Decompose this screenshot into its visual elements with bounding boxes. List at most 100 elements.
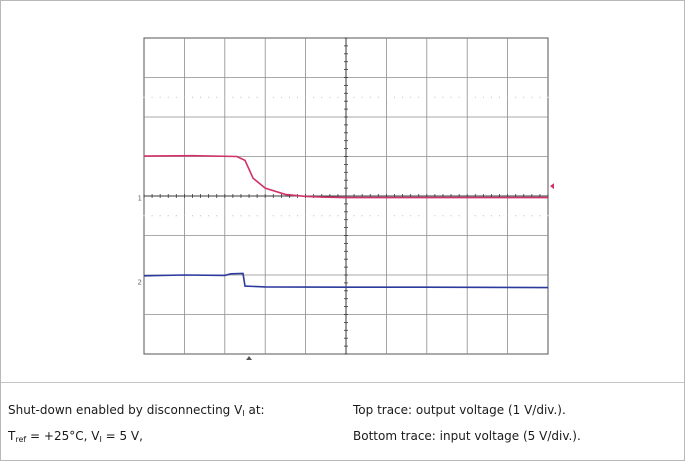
- grid-dot: [434, 96, 436, 98]
- grid-dot: [531, 215, 533, 217]
- grid-dot: [353, 96, 355, 98]
- grid-dot: [264, 96, 266, 98]
- grid-dot: [377, 215, 379, 217]
- grid-dot: [216, 96, 218, 98]
- grid-dot: [337, 96, 339, 98]
- grid-dot: [393, 96, 395, 98]
- grid-dot: [410, 215, 412, 217]
- grid-dot: [329, 215, 331, 217]
- grid-dot: [280, 215, 282, 217]
- grid-dot: [191, 215, 193, 217]
- grid-dot: [474, 215, 476, 217]
- grid-dot: [499, 215, 501, 217]
- grid-dot: [297, 96, 299, 98]
- oscilloscope-chart: 12: [138, 37, 554, 360]
- grid-dot: [361, 215, 363, 217]
- grid-dot: [272, 215, 274, 217]
- caption-divider: [1, 382, 684, 383]
- trace-2: [143, 272, 549, 289]
- caption-right-line1: Top trace: output voltage (1 V/div.).: [353, 403, 566, 417]
- trigger-position-marker: [246, 356, 253, 360]
- grid-dot: [490, 96, 492, 98]
- grid-dot: [321, 96, 323, 98]
- grid-dot: [426, 96, 428, 98]
- grid-dot: [523, 96, 525, 98]
- grid-dot: [499, 96, 501, 98]
- grid-dot: [482, 215, 484, 217]
- grid-dot: [191, 96, 193, 98]
- grid-dot: [450, 96, 452, 98]
- grid-dot: [523, 215, 525, 217]
- grid-dot: [272, 96, 274, 98]
- grid-dot: [216, 215, 218, 217]
- grid-dot: [175, 96, 177, 98]
- grid-dot: [297, 215, 299, 217]
- caption-right-line2: Bottom trace: input voltage (5 V/div.).: [353, 429, 581, 443]
- grid-dot: [232, 96, 234, 98]
- grid-dot: [143, 215, 145, 217]
- grid-dot: [418, 215, 420, 217]
- grid-dot: [175, 215, 177, 217]
- grid-dot: [450, 215, 452, 217]
- channel-marker-1: 1: [138, 195, 142, 203]
- grid-dot: [515, 96, 517, 98]
- grid-dot: [507, 96, 509, 98]
- grid-dot: [490, 215, 492, 217]
- trace-1: [143, 154, 548, 199]
- grid-dot: [337, 215, 339, 217]
- grid-dot: [442, 96, 444, 98]
- channel-marker-2: 2: [138, 279, 142, 287]
- grid-dot: [385, 96, 387, 98]
- grid-dot: [240, 96, 242, 98]
- grid-dot: [248, 215, 250, 217]
- grid-dot: [208, 215, 210, 217]
- grid-dot: [143, 96, 145, 98]
- grid-dot: [482, 96, 484, 98]
- grid-dot: [183, 215, 185, 217]
- grid-dot: [369, 96, 371, 98]
- grid-dot: [361, 96, 363, 98]
- grid-dot: [313, 96, 315, 98]
- grid-dot: [385, 215, 387, 217]
- traces: [143, 154, 549, 289]
- grid-dot: [329, 96, 331, 98]
- grid-dot: [466, 215, 468, 217]
- grid-dot: [466, 96, 468, 98]
- grid-dot: [232, 215, 234, 217]
- grid-dot: [151, 215, 153, 217]
- grid-dot: [200, 96, 202, 98]
- grid-dot: [458, 215, 460, 217]
- grid-dot: [353, 215, 355, 217]
- grid-dot: [426, 215, 428, 217]
- grid-dot: [224, 96, 226, 98]
- grid-dot: [159, 215, 161, 217]
- grid-dot: [248, 96, 250, 98]
- grid-dot: [402, 215, 404, 217]
- grid-dot: [256, 96, 258, 98]
- grid-dot: [183, 96, 185, 98]
- grid-dot: [159, 96, 161, 98]
- grid-dot: [474, 96, 476, 98]
- grid-dot: [305, 96, 307, 98]
- grid-dot: [313, 215, 315, 217]
- grid-dot: [288, 96, 290, 98]
- grid-dot: [200, 215, 202, 217]
- trigger-level-marker: [550, 183, 554, 190]
- grid-dot: [393, 215, 395, 217]
- grid-dot: [208, 96, 210, 98]
- center-axes: [143, 37, 549, 355]
- grid-dot: [256, 215, 258, 217]
- grid-dot: [410, 96, 412, 98]
- grid-dot: [531, 96, 533, 98]
- grid-dot: [369, 215, 371, 217]
- grid-dot: [515, 215, 517, 217]
- grid-dot: [547, 215, 549, 217]
- grid-dot: [434, 215, 436, 217]
- channel-markers: 12: [138, 183, 554, 360]
- grid-dot: [547, 96, 549, 98]
- grid-dot: [240, 215, 242, 217]
- grid-dot: [264, 215, 266, 217]
- caption-left-line1: Shut-down enabled by disconnecting VI at…: [8, 403, 265, 418]
- grid-dot: [167, 215, 169, 217]
- grid-dot: [321, 215, 323, 217]
